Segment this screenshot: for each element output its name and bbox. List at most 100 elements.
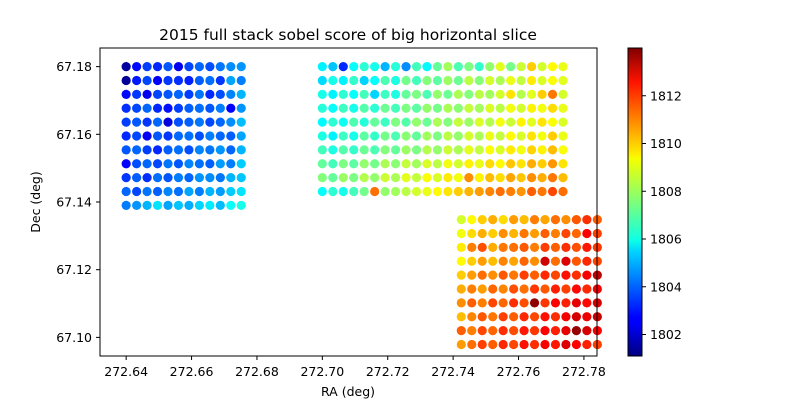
data-point [443,186,453,197]
data-point [516,117,526,127]
data-point [571,284,582,294]
data-point [422,103,432,113]
y-tick-label: 67.12 [56,262,92,277]
x-axis-label: RA (deg) [321,384,375,399]
data-point [380,173,390,183]
data-point [529,228,540,239]
data-point [519,215,529,225]
data-point [328,75,338,86]
data-point [152,103,163,113]
data-point [152,145,163,155]
data-point [152,131,163,141]
data-point [582,312,592,322]
data-point [561,284,571,294]
data-point [519,339,529,350]
data-point [328,103,338,113]
data-point [163,89,173,99]
data-point [422,131,432,141]
data-point [529,270,540,280]
data-point [142,145,152,155]
data-point [453,89,463,99]
data-point [132,62,142,72]
data-point [571,256,582,266]
data-point [194,89,204,99]
data-point [495,103,505,113]
data-point [163,173,173,183]
data-point [467,242,477,252]
data-point [194,159,204,169]
data-point [498,270,508,280]
data-point [338,159,348,169]
data-point [205,159,215,169]
data-point [194,103,204,113]
data-point [464,103,474,113]
data-point [547,117,558,127]
data-point [527,159,537,169]
data-point [516,131,526,141]
data-point [370,131,380,141]
data-point [349,89,359,99]
data-point [359,62,369,72]
data-point [464,186,474,197]
y-tick-label: 67.16 [56,127,92,142]
data-point [506,62,516,72]
data-point [540,339,550,350]
data-point [477,270,487,280]
data-point [236,103,246,113]
data-point [571,326,582,336]
data-point [453,159,463,169]
data-point [558,103,568,113]
data-point [547,62,558,72]
data-point [485,145,495,155]
data-point [338,117,348,127]
data-point [184,89,194,99]
colorbar-ticks: 1802 1804 1806 1808 1810 1812 [642,88,682,342]
data-point [380,186,390,197]
data-point [422,145,432,155]
data-point [173,159,184,169]
data-point [550,228,561,239]
data-point [422,159,432,169]
data-point [226,173,236,183]
data-point [537,103,547,113]
data-point [498,256,508,266]
data-point [477,339,487,350]
data-point [516,75,526,86]
data-point [338,103,348,113]
data-point [550,270,561,280]
data-point [571,228,582,239]
data-point [194,145,204,155]
data-point [432,159,443,169]
y-axis-label: Dec (deg) [28,171,43,232]
data-point [474,131,484,141]
data-point [519,256,529,266]
data-point [529,215,540,225]
data-point [370,145,380,155]
data-point [226,186,236,197]
data-point [509,215,519,225]
data-point [349,75,359,86]
data-point [582,298,592,308]
data-point [467,215,477,225]
data-point [509,284,519,294]
data-point [121,117,131,127]
data-point [132,145,142,155]
data-point [236,200,246,210]
data-point [516,173,526,183]
data-point [456,215,466,225]
data-point [561,326,571,336]
data-point [359,159,369,169]
data-point [142,75,152,86]
data-point [498,339,508,350]
data-point [509,326,519,336]
data-point [184,145,194,155]
data-point [142,62,152,72]
data-point [390,103,401,113]
data-point [529,298,540,308]
data-point [359,75,369,86]
data-point [509,298,519,308]
y-tick-label: 67.10 [56,330,92,345]
data-point [547,159,558,169]
data-point [453,117,463,127]
data-point [205,186,215,197]
